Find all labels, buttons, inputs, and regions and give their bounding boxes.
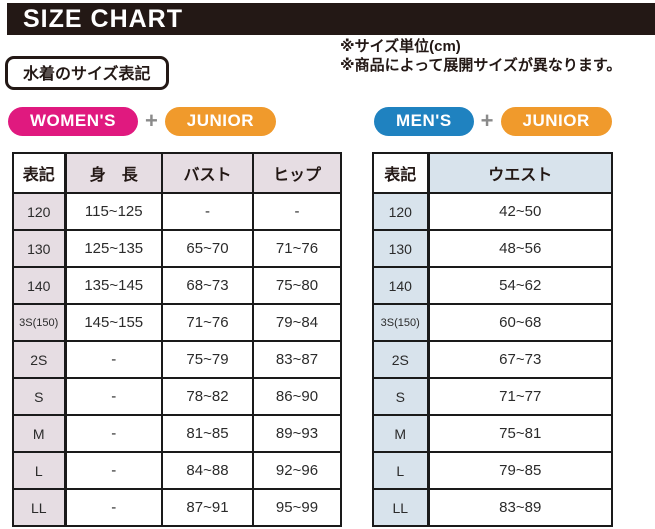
size-value-cell: -: [161, 192, 254, 231]
size-row: L -84~88 92~96: [12, 451, 342, 490]
size-value-cell: 67~73: [427, 340, 613, 379]
size-value-cell: 135~145: [64, 266, 163, 305]
size-row: L 79~85: [372, 451, 613, 490]
size-value-cell: 71~76: [161, 303, 254, 342]
row-label-column-header: 表記: [12, 152, 67, 194]
size-row: 130 125~135 65~70 71~76: [12, 229, 342, 268]
size-value-cell: 84~88: [161, 451, 254, 490]
size-row-label: L: [12, 451, 67, 490]
size-value-cell: 75~79: [161, 340, 254, 379]
mens-badge: MEN'S: [374, 106, 474, 136]
size-row-label: 130: [12, 229, 67, 268]
size-row-label: S: [372, 377, 430, 416]
size-value-cell: 86~90: [252, 377, 342, 416]
size-row: 2S 67~73: [372, 340, 613, 379]
size-row: M 75~81: [372, 414, 613, 453]
size-value-cell: -: [64, 377, 163, 416]
junior-badge: JUNIOR: [164, 106, 277, 136]
size-value-cell: 79~84: [252, 303, 342, 342]
size-row: LL 83~89: [372, 488, 613, 527]
row-label-column-header: 表記: [372, 152, 430, 194]
size-row: S 71~77: [372, 377, 613, 416]
size-row-label: 140: [372, 266, 430, 305]
size-row-label: LL: [12, 488, 67, 527]
size-row-label: 2S: [12, 340, 67, 379]
size-value-cell: 65~70: [161, 229, 254, 268]
size-value-cell: 60~68: [427, 303, 613, 342]
size-row-label: LL: [372, 488, 430, 527]
size-row-label: S: [12, 377, 67, 416]
size-chart-banner: SIZE CHART: [7, 3, 655, 35]
plus-sign: +: [144, 108, 158, 133]
size-value-cell: 87~91: [161, 488, 254, 527]
size-row: LL -87~91 95~99: [12, 488, 342, 527]
size-value-cell: 71~77: [427, 377, 613, 416]
size-notes: ※サイズ単位(cm) ※商品によって展開サイズが異なります。: [340, 37, 621, 75]
plus-sign: +: [480, 108, 494, 133]
size-row-label: 130: [372, 229, 430, 268]
size-value-cell: 78~82: [161, 377, 254, 416]
size-row-label: 140: [12, 266, 67, 305]
size-row-label: 2S: [372, 340, 430, 379]
mens-junior-badges: MEN'S + JUNIOR: [374, 106, 612, 136]
size-value-cell: 83~89: [427, 488, 613, 527]
size-value-cell: 71~76: [252, 229, 342, 268]
size-value-cell: 68~73: [161, 266, 254, 305]
mens-size-table: 表記 ウエスト 120 42~50 130 48~56 140 54~62 3S(150) 60…: [372, 152, 613, 527]
note-availability: ※商品によって展開サイズが異なります。: [340, 57, 622, 74]
size-value-cell: 75~81: [427, 414, 613, 453]
swimwear-size-label: 水着のサイズ表記: [5, 56, 169, 90]
size-row: 140 135~145 68~73 75~80: [12, 266, 342, 305]
size-value-cell: 54~62: [427, 266, 613, 305]
size-row-label: 3S(150): [12, 303, 67, 342]
size-value-cell: 81~85: [161, 414, 254, 453]
size-row: 120 115~125- -: [12, 192, 342, 231]
size-value-cell: -: [64, 488, 163, 527]
size-row: 130 48~56: [372, 229, 613, 268]
size-row: S -78~82 86~90: [12, 377, 342, 416]
size-value-cell: -: [252, 192, 342, 231]
size-value-cell: -: [64, 414, 163, 453]
size-row-label: 120: [12, 192, 67, 231]
size-value-cell: 92~96: [252, 451, 342, 490]
size-row: 2S -75~79 83~87: [12, 340, 342, 379]
size-row-label: L: [372, 451, 430, 490]
womens-size-table: 表記身 長バスト ヒップ 120 115~125- -130 125~135 65~70 7…: [12, 152, 342, 527]
size-value-cell: 42~50: [427, 192, 613, 231]
column-header: 身 長: [64, 152, 163, 194]
womens-junior-badges: WOMEN'S + JUNIOR: [8, 106, 277, 136]
size-row-label: 120: [372, 192, 430, 231]
column-header: ウエスト: [427, 152, 613, 194]
size-value-cell: -: [64, 340, 163, 379]
page-title: SIZE CHART: [23, 4, 183, 33]
size-row: 140 54~62: [372, 266, 613, 305]
column-header: ヒップ: [252, 152, 342, 194]
size-row: 120 42~50: [372, 192, 613, 231]
size-row: M -81~85 89~93: [12, 414, 342, 453]
size-value-cell: 75~80: [252, 266, 342, 305]
table-header-row: 表記 ウエスト: [372, 152, 613, 194]
size-value-cell: 48~56: [427, 229, 613, 268]
size-row: 3S(150) 145~155 71~76 79~84: [12, 303, 342, 342]
size-value-cell: -: [64, 451, 163, 490]
size-value-cell: 89~93: [252, 414, 342, 453]
size-value-cell: 79~85: [427, 451, 613, 490]
junior-badge: JUNIOR: [500, 106, 612, 136]
size-row: 3S(150) 60~68: [372, 303, 613, 342]
size-row-label: 3S(150): [372, 303, 430, 342]
size-value-cell: 145~155: [64, 303, 163, 342]
womens-badge: WOMEN'S: [8, 106, 138, 136]
table-header-row: 表記身 長バスト ヒップ: [12, 152, 342, 194]
size-value-cell: 95~99: [252, 488, 342, 527]
note-unit: ※サイズ単位(cm): [340, 38, 461, 55]
size-value-cell: 125~135: [64, 229, 163, 268]
size-row-label: M: [12, 414, 67, 453]
size-value-cell: 83~87: [252, 340, 342, 379]
size-value-cell: 115~125: [64, 192, 163, 231]
size-row-label: M: [372, 414, 430, 453]
column-header: バスト: [161, 152, 254, 194]
